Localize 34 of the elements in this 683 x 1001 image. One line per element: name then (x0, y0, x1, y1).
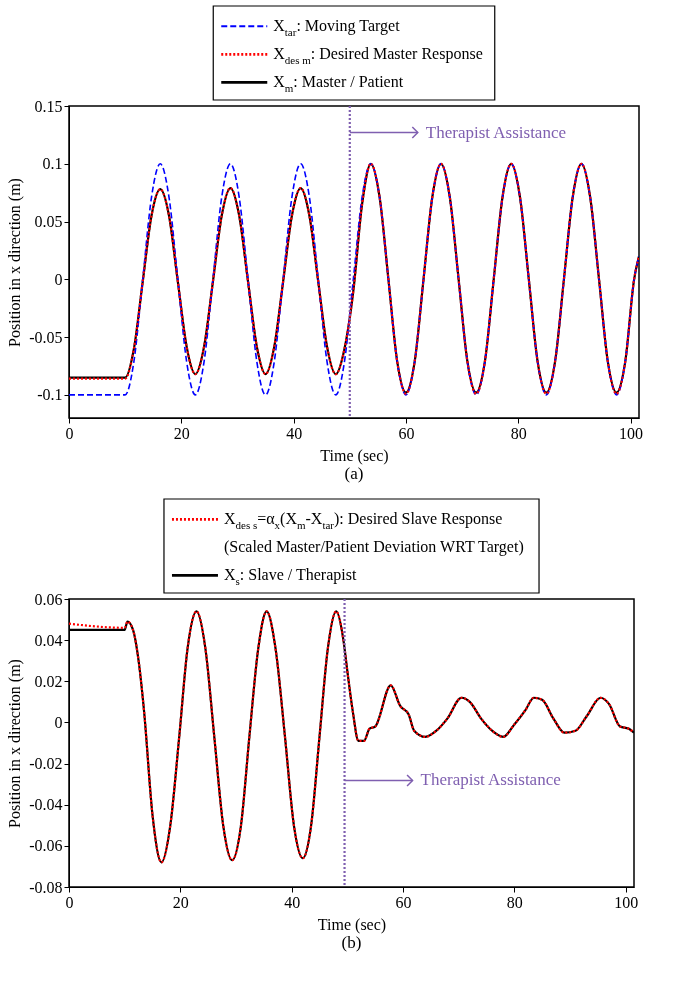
y-tick-label: -0.1 (37, 386, 63, 404)
ref-line-label: Therapist Assistance (420, 770, 561, 790)
y-tick-label: 0.15 (34, 97, 63, 115)
x-tick-label: 40 (284, 893, 301, 911)
y-tick-label: -0.05 (29, 328, 63, 346)
y-tick-label: 0.06 (34, 590, 63, 608)
x-tick-label: 0 (65, 893, 74, 911)
y-tick-label: 0.05 (34, 213, 63, 231)
y-tick-label: 0.1 (42, 155, 63, 173)
x-axis-title: Time (sec) (317, 915, 387, 934)
y-tick-label: -0.04 (29, 796, 63, 814)
x-tick-label: 60 (398, 424, 415, 442)
text: (a) (344, 464, 364, 483)
x-tick-label: 100 (619, 424, 644, 442)
y-tick-label: -0.06 (29, 837, 63, 855)
x-tick-label: 0 (65, 424, 74, 442)
text: (b) (341, 933, 362, 952)
y-tick-label: 0.02 (34, 672, 63, 690)
y-tick-label: 0 (54, 713, 63, 731)
y-axis-title: Position in x direction (m) (6, 178, 25, 347)
x-tick-label: 100 (614, 893, 639, 911)
x-tick-label: 20 (173, 424, 190, 442)
x-tick-label: 80 (510, 424, 527, 442)
y-tick-label: 0.04 (34, 631, 63, 649)
x-axis-title: Time (sec) (320, 446, 389, 465)
y-axis-title: Position in x direction (m) (6, 659, 25, 828)
x-tick-label: 20 (172, 893, 189, 911)
y-tick-label: 0 (54, 270, 63, 288)
x-tick-label: 80 (506, 893, 523, 911)
y-tick-label: -0.02 (29, 755, 63, 773)
x-tick-label: 40 (286, 424, 303, 442)
y-tick-label: -0.08 (29, 878, 63, 896)
x-tick-label: 60 (395, 893, 412, 911)
ref-line-label: Therapist Assistance (425, 122, 567, 142)
